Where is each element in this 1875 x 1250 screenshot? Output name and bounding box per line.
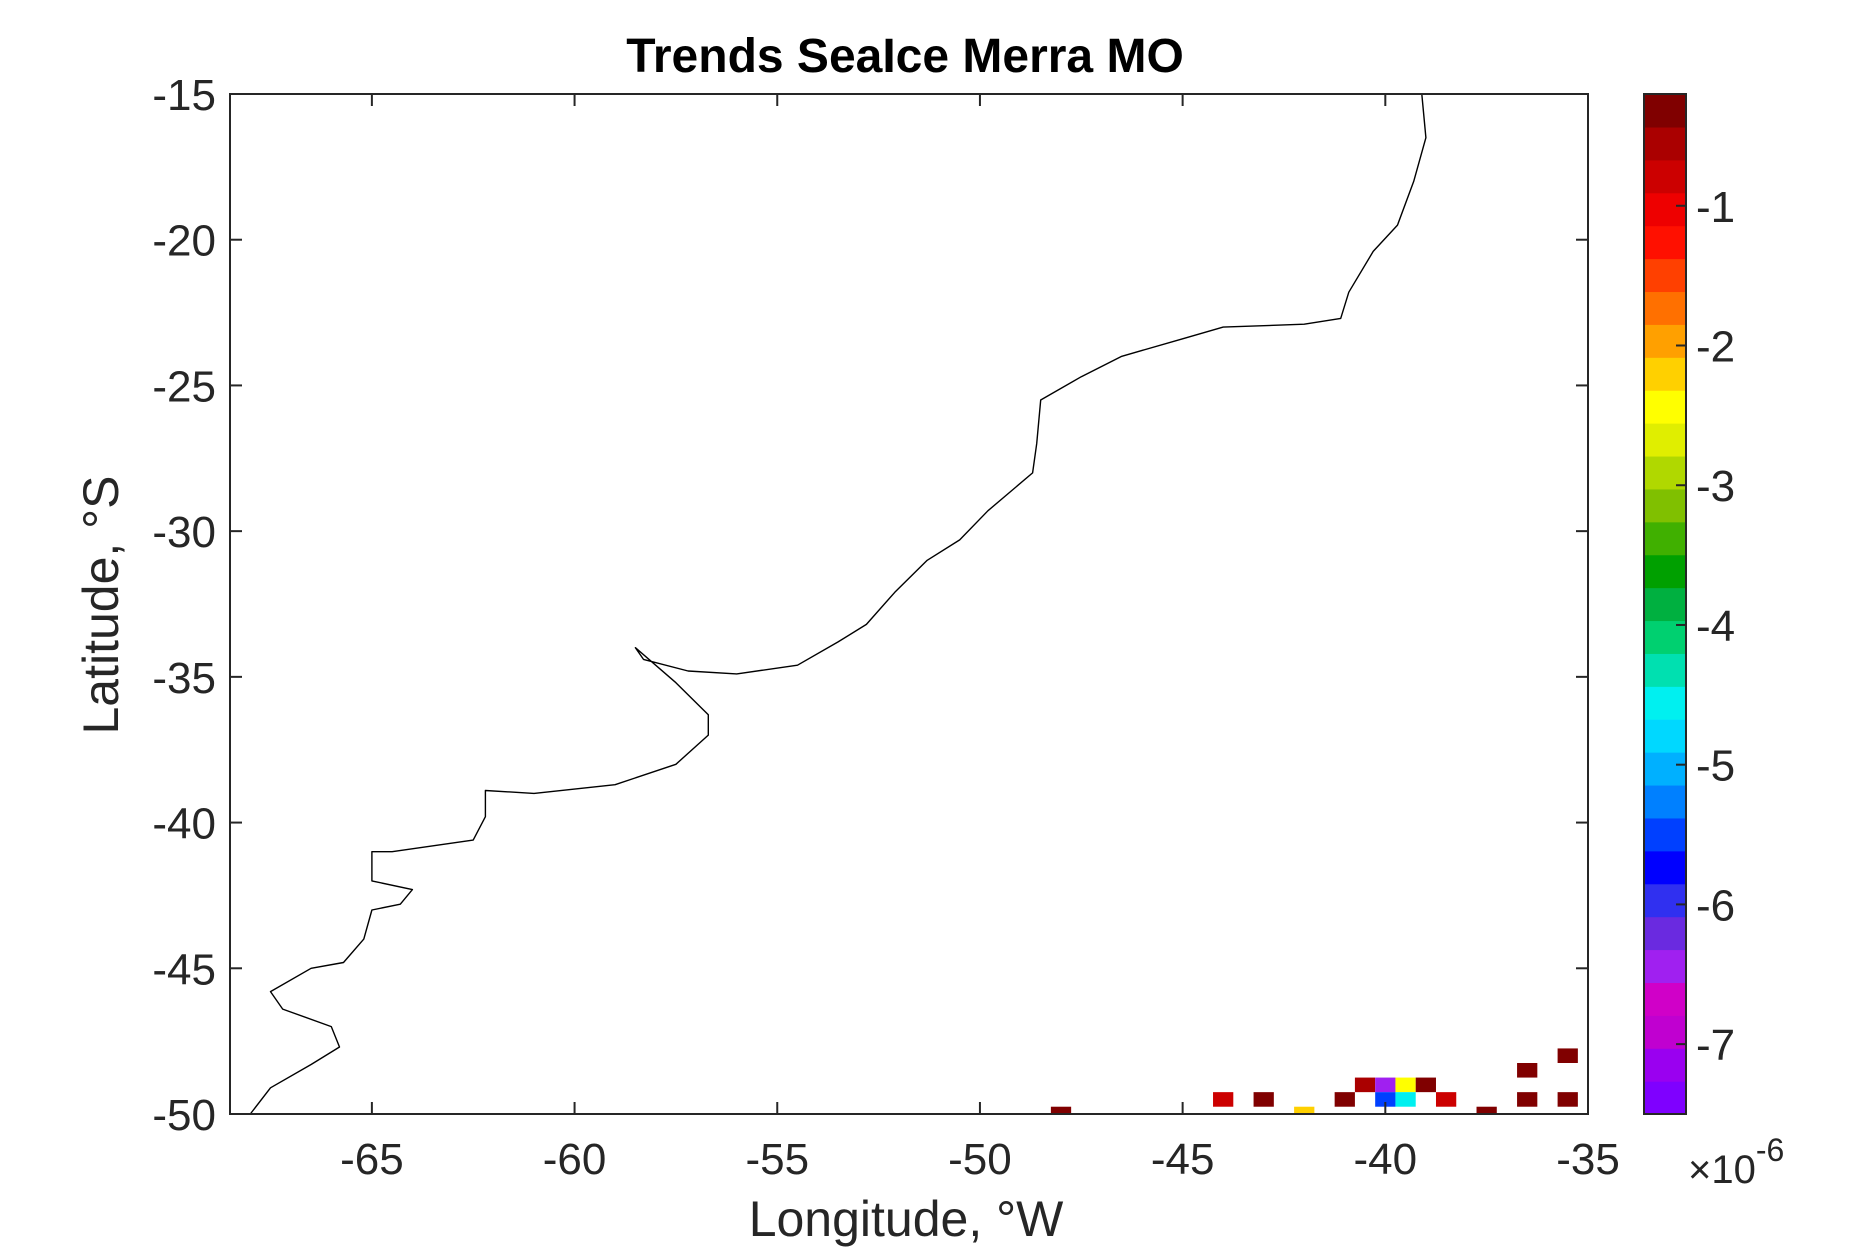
trend-cell-9 [1395, 1092, 1416, 1107]
trend-cell-14 [1517, 1092, 1538, 1107]
colorbar-tick-label: -5 [1696, 742, 1735, 791]
colorbar-tick-label: -3 [1696, 462, 1735, 511]
y-tick-label: -30 [152, 508, 216, 557]
trend-cell-2 [1253, 1092, 1274, 1107]
y-tick-label: -20 [152, 217, 216, 266]
y-tick-label: -50 [152, 1091, 216, 1140]
colorbar-tick-label: -4 [1696, 602, 1735, 651]
colorbar-multiplier-exponent: -6 [1756, 1132, 1784, 1168]
colorbar-segment-11 [1644, 719, 1686, 753]
colorbar-segment-25 [1644, 258, 1686, 293]
trend-cell-3 [1294, 1106, 1315, 1114]
colorbar-segment-30 [1644, 94, 1686, 128]
y-tick-label: -45 [152, 945, 216, 994]
y-tick-label: -25 [152, 362, 216, 411]
colorbar-segment-18 [1644, 488, 1686, 523]
colorbar-segment-9 [1644, 784, 1686, 819]
colorbar-segment-16 [1644, 554, 1686, 589]
colorbar-segment-8 [1644, 817, 1686, 852]
colorbar-segment-7 [1644, 850, 1686, 885]
trend-cell-15 [1557, 1048, 1578, 1063]
trend-cell-0 [1050, 1106, 1072, 1114]
trend-cell-10 [1415, 1077, 1436, 1093]
colorbar-segment-17 [1644, 521, 1686, 556]
colorbar-segment-4 [1644, 949, 1686, 983]
colorbar-tick-label: -7 [1696, 1021, 1735, 1070]
colorbar-tick-label: -6 [1696, 881, 1735, 930]
trend-cell-8 [1395, 1077, 1416, 1093]
colorbar-segment-23 [1644, 324, 1686, 358]
colorbar-multiplier-base: ×10 [1688, 1148, 1756, 1192]
colorbar-segment-14 [1644, 620, 1686, 654]
colorbar-segment-29 [1644, 126, 1686, 161]
y-tick-label: -40 [152, 800, 216, 849]
colorbar-segment-0 [1644, 1081, 1686, 1115]
trend-cell-7 [1375, 1092, 1396, 1107]
colorbar-segment-15 [1644, 587, 1686, 622]
trend-cell-1 [1213, 1092, 1234, 1107]
colorbar-multiplier: ×10-6 [1688, 1132, 1784, 1192]
x-tick-label: -65 [340, 1135, 404, 1184]
colorbar-segment-24 [1644, 291, 1686, 325]
y-axis-label: Latitude, °S [73, 475, 129, 734]
x-tick-label: -40 [1354, 1135, 1418, 1184]
colorbar-segment-10 [1644, 752, 1686, 786]
colorbar-segment-5 [1644, 916, 1686, 951]
colorbar-segment-26 [1644, 225, 1686, 260]
colorbar-segment-13 [1644, 653, 1686, 687]
colorbar-tick-label: -2 [1696, 323, 1735, 372]
x-tick-label: -35 [1556, 1135, 1620, 1184]
coastline [230, 93, 1427, 1115]
colorbar-segment-27 [1644, 192, 1686, 227]
trend-cell-4 [1334, 1092, 1355, 1107]
y-tick-label: -35 [152, 654, 216, 703]
trend-cell-6 [1375, 1077, 1396, 1093]
colorbar-segment-21 [1644, 390, 1686, 424]
x-tick-label: -45 [1151, 1135, 1215, 1184]
axes-box [229, 93, 1589, 1115]
colorbar-segment-12 [1644, 686, 1686, 720]
x-axis-label: Longitude, °W [749, 1191, 1064, 1247]
map-plot-area: -65 -60 -55 -50 -45 -40 -35 -15 -20 -25 -30 -35 -40 -… [152, 71, 1619, 1184]
trend-cell-5 [1354, 1077, 1376, 1093]
colorbar-segment-28 [1644, 159, 1686, 194]
chart-title: Trends SeaIce Merra MO [626, 30, 1184, 83]
colorbar-segment-20 [1644, 423, 1686, 457]
trend-cell-12 [1476, 1106, 1497, 1114]
colorbar-frame [1643, 93, 1687, 1115]
x-tick-label: -60 [543, 1135, 607, 1184]
trend-cell-16 [1557, 1092, 1578, 1107]
x-tick-label: -50 [948, 1135, 1012, 1184]
colorbar-segment-19 [1644, 455, 1686, 490]
colorbar-segment-1 [1644, 1048, 1686, 1082]
colorbar: -1 -2 -3 -4 -5 -6 -7 [1643, 93, 1735, 1115]
colorbar-tick-label: -1 [1696, 183, 1735, 232]
colorbar-segment-3 [1644, 982, 1686, 1016]
colorbar-segment-22 [1644, 357, 1686, 391]
trend-cell-13 [1517, 1063, 1538, 1078]
y-tick-label: -15 [152, 71, 216, 120]
colorbar-segment-6 [1644, 883, 1686, 918]
x-tick-label: -55 [745, 1135, 809, 1184]
trend-cell-11 [1435, 1092, 1457, 1107]
